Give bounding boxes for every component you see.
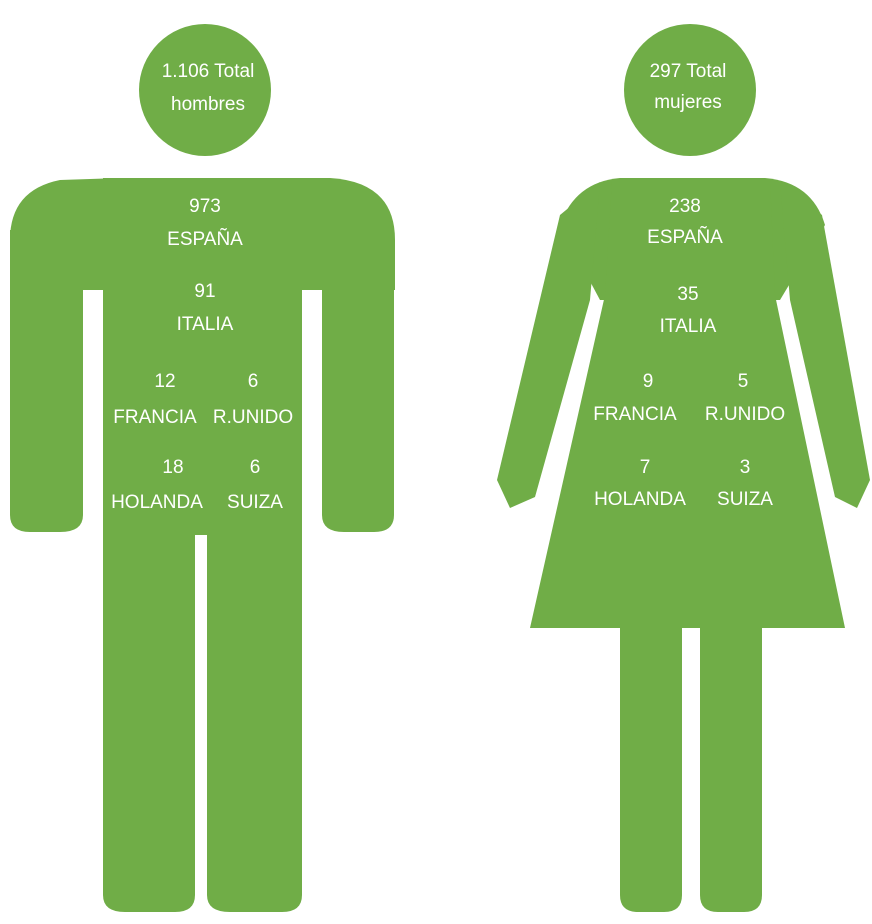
country-value: 6 (248, 371, 259, 392)
country-name: ESPAÑA (647, 226, 723, 248)
country-value: 3 (740, 457, 751, 478)
labels: 1.106 Totalhombres973ESPAÑA91ITALIA12FRA… (111, 61, 785, 513)
country-name: HOLANDA (594, 489, 686, 510)
country-value: 7 (640, 457, 651, 478)
woman-left-arm (497, 182, 600, 508)
country-value: 91 (194, 281, 215, 302)
head-text: mujeres (654, 92, 722, 113)
country-name: R.UNIDO (213, 407, 293, 428)
head-text: 297 Total (650, 61, 727, 82)
country-name: HOLANDA (111, 492, 203, 513)
country-name: FRANCIA (113, 407, 197, 428)
country-value: 238 (669, 196, 701, 217)
woman-right-arm (780, 182, 870, 508)
woman-dress (530, 180, 845, 628)
man-left-arm (10, 230, 83, 532)
country-name: FRANCIA (593, 404, 677, 425)
man-figure (10, 24, 395, 912)
country-name: ITALIA (177, 314, 234, 335)
man-torso (103, 178, 302, 535)
country-value: 12 (154, 371, 175, 392)
head-text: hombres (171, 94, 245, 115)
country-value: 6 (250, 457, 261, 478)
country-name: R.UNIDO (705, 404, 785, 425)
country-name: ESPAÑA (167, 228, 243, 250)
woman-head (624, 24, 756, 156)
country-name: SUIZA (717, 489, 773, 510)
woman-left-leg (620, 610, 682, 912)
man-right-leg (207, 520, 302, 912)
man-right-arm (322, 230, 394, 532)
man-head (139, 24, 271, 156)
country-value: 5 (738, 371, 749, 392)
country-name: SUIZA (227, 492, 283, 513)
country-value: 973 (189, 196, 221, 217)
woman-right-leg (700, 610, 762, 912)
man-left-leg (103, 520, 195, 912)
country-value: 35 (677, 284, 698, 305)
country-value: 9 (643, 371, 654, 392)
head-text: 1.106 Total (162, 61, 255, 82)
woman-figure (497, 24, 870, 912)
country-name: ITALIA (660, 316, 717, 337)
country-value: 18 (162, 457, 183, 478)
